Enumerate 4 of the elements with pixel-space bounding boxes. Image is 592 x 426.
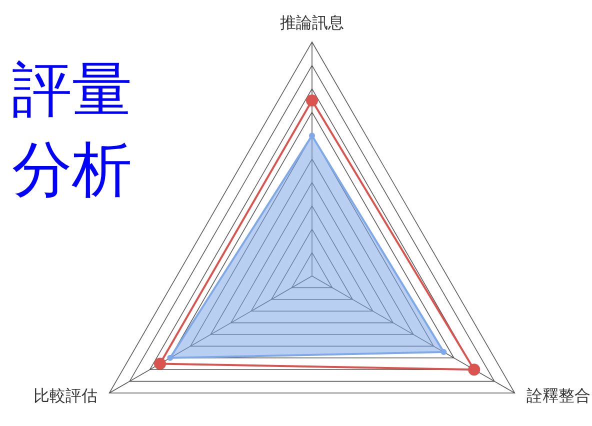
text: 評量分析: [12, 55, 132, 205]
spoke-label: 推論訊息: [280, 13, 344, 32]
spoke-label: 比較評估: [33, 386, 98, 405]
spoke-label: 詮釋整合: [526, 386, 591, 405]
